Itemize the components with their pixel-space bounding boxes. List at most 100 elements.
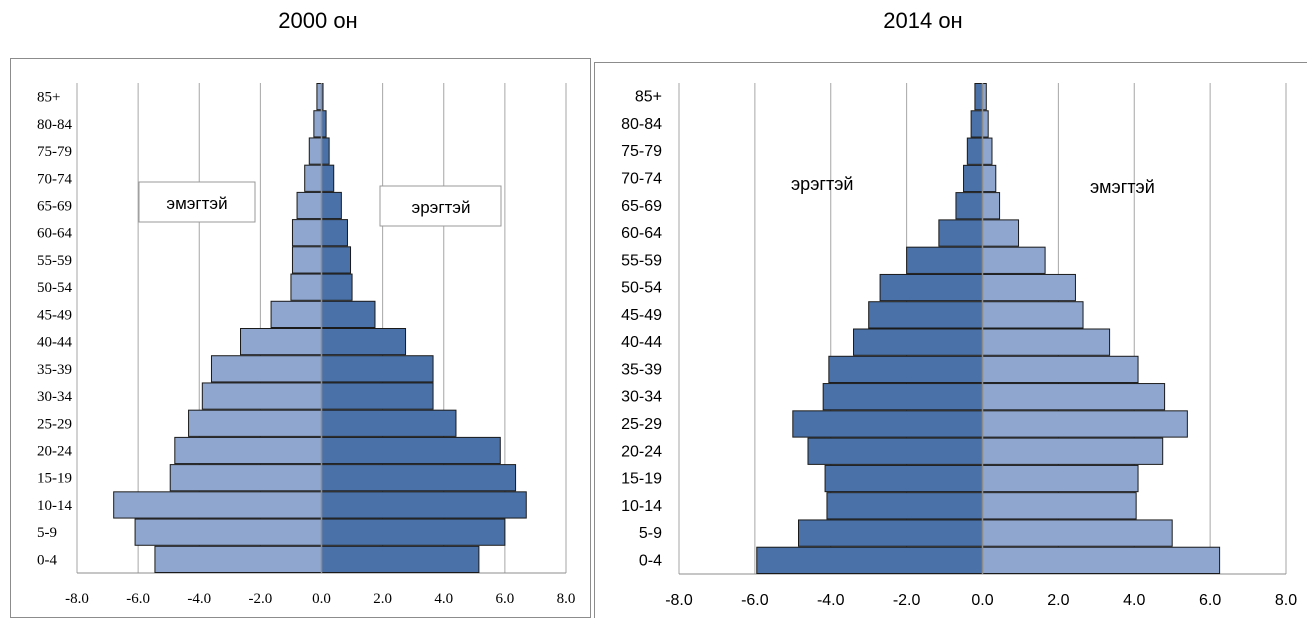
x-tick-label: 6.0 <box>1199 592 1221 609</box>
category-label: 30-34 <box>37 389 72 405</box>
category-label: 5-9 <box>37 525 57 541</box>
chart-title-2000: 2000 он <box>278 8 358 33</box>
series-label-left: эрэгтэй <box>791 174 853 194</box>
bar <box>321 491 527 519</box>
category-label: 45-49 <box>621 307 662 324</box>
category-label: 30-34 <box>621 389 662 406</box>
bar <box>321 164 335 192</box>
category-label: 0-4 <box>639 552 662 569</box>
category-label: 85+ <box>635 89 662 106</box>
x-tick-label: -2.0 <box>893 592 921 609</box>
category-label: 45-49 <box>37 307 72 323</box>
bar <box>313 110 322 138</box>
category-label: 35-39 <box>621 361 662 378</box>
bar <box>982 192 1001 220</box>
bar <box>982 246 1046 274</box>
bar <box>321 409 457 437</box>
bar <box>955 192 984 220</box>
category-label: 15-19 <box>621 471 662 488</box>
x-tick-label: 2.0 <box>373 591 392 607</box>
category-label: 15-19 <box>37 471 72 487</box>
bar <box>828 355 983 384</box>
pyramid-2014-panel: -8.0 -6.0 -4.0 -2.0 0.0 2.0 4.0 6.0 8.0 0-4 5-9 10-… <box>594 62 1307 618</box>
bar <box>824 464 983 493</box>
bar <box>134 518 322 546</box>
bar <box>210 355 323 383</box>
legend-box-left <box>138 181 256 223</box>
bar <box>982 355 1139 384</box>
bar <box>321 219 348 247</box>
category-label: 70-74 <box>37 171 72 187</box>
bar <box>154 545 322 573</box>
bar <box>982 301 1084 329</box>
bar <box>798 519 983 547</box>
bar <box>201 382 322 410</box>
bar <box>321 191 342 220</box>
x-tick-label: 4.0 <box>434 591 453 607</box>
bar <box>963 164 983 193</box>
x-tick-label: -6.0 <box>741 592 769 609</box>
bar <box>982 410 1188 438</box>
bar <box>321 328 407 356</box>
bar <box>321 273 353 301</box>
bar <box>982 437 1164 465</box>
category-label: 25-29 <box>621 416 662 433</box>
category-label: 50-54 <box>621 280 662 297</box>
bar <box>982 137 993 165</box>
legend-label-left: эмэгтэй <box>166 194 227 213</box>
category-label: 80-84 <box>621 116 662 133</box>
bar <box>321 246 352 274</box>
bar <box>756 546 983 575</box>
x-tick-label: -2.0 <box>249 591 273 607</box>
category-label: 60-64 <box>621 225 662 242</box>
x-tick-label: 8.0 <box>557 591 576 607</box>
category-label: 75-79 <box>37 144 72 160</box>
bar <box>321 518 506 546</box>
legend-label-right: эрэгтэй <box>412 198 471 217</box>
category-label: 20-24 <box>37 444 72 460</box>
bar <box>853 328 984 356</box>
category-label: 75-79 <box>621 143 662 160</box>
legend-box-right <box>379 185 502 227</box>
x-tick-label: -8.0 <box>65 591 89 607</box>
category-label: 35-39 <box>37 362 72 378</box>
bar <box>270 300 322 328</box>
x-tick-label: -6.0 <box>126 591 150 607</box>
chart-title-2014: 2014 он <box>883 8 963 33</box>
bar <box>982 219 1020 247</box>
bar <box>240 328 322 356</box>
bar <box>982 273 1076 302</box>
x-tick-label: 0.0 <box>312 591 331 607</box>
x-tick-label: -4.0 <box>817 592 845 609</box>
category-label: 80-84 <box>37 117 72 133</box>
category-label: 5-9 <box>639 525 662 542</box>
bar <box>291 246 323 274</box>
category-label: 20-24 <box>621 443 662 460</box>
category-label: 50-54 <box>37 280 72 296</box>
bar <box>970 110 983 138</box>
bar <box>321 436 501 465</box>
x-tick-label: 6.0 <box>496 591 515 607</box>
bar <box>826 492 983 520</box>
bar <box>321 137 330 165</box>
bar <box>807 437 983 465</box>
pyramid-2014-svg: -8.0 -6.0 -4.0 -2.0 0.0 2.0 4.0 6.0 8.0 0-4 5-9 10-… <box>621 83 1297 609</box>
category-label: 40-44 <box>621 334 662 351</box>
category-label: 55-59 <box>621 252 662 269</box>
pyramid-2000-svg: -8.0 -6.0 -4.0 -2.0 0.0 2.0 4.0 6.0 8.0 0-4 5-9 10-… <box>37 83 576 607</box>
x-tick-label: 4.0 <box>1123 592 1145 609</box>
bar <box>290 273 322 301</box>
x-tick-label: 2.0 <box>1047 592 1069 609</box>
x-tick-label: -8.0 <box>665 592 693 609</box>
category-label: 65-69 <box>37 199 72 215</box>
category-label: 10-14 <box>37 498 72 514</box>
bar <box>906 246 983 274</box>
category-label: 85+ <box>37 90 60 106</box>
bar <box>321 382 434 410</box>
category-label: 55-59 <box>37 253 72 269</box>
bar <box>188 409 322 437</box>
bar <box>321 300 376 328</box>
bar <box>982 383 1166 411</box>
category-label: 0-4 <box>37 552 57 568</box>
bar <box>113 491 322 519</box>
